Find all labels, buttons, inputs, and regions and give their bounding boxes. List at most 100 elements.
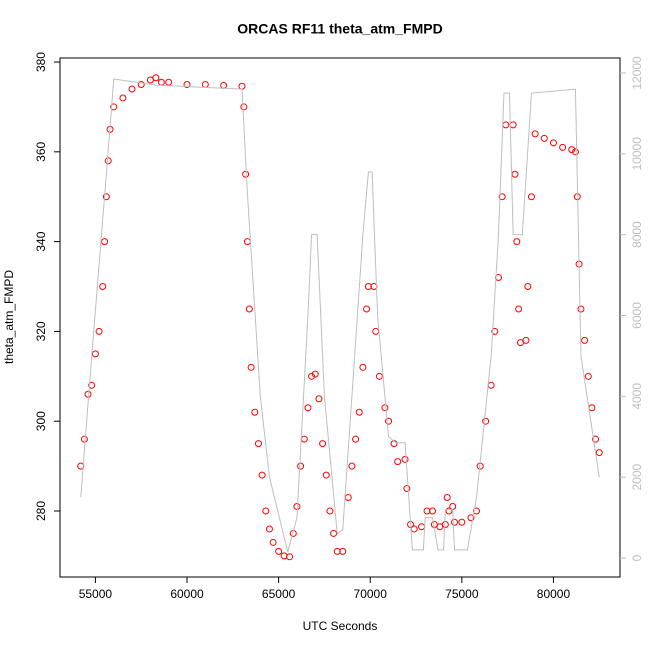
point bbox=[491, 327, 499, 335]
y-tick-label: 360 bbox=[34, 142, 48, 162]
point bbox=[355, 408, 363, 416]
point bbox=[95, 327, 103, 335]
y-axis-label: theta_atm_FMPD bbox=[2, 270, 16, 364]
x-tick-label: 75000 bbox=[445, 587, 479, 601]
plot-frame bbox=[59, 57, 621, 578]
point bbox=[88, 381, 96, 389]
point bbox=[102, 193, 110, 201]
point bbox=[128, 85, 136, 93]
point bbox=[522, 336, 530, 344]
point bbox=[381, 404, 389, 412]
point bbox=[262, 507, 270, 515]
point bbox=[157, 78, 165, 86]
point bbox=[443, 494, 451, 502]
point bbox=[101, 238, 109, 246]
point bbox=[592, 435, 600, 443]
point bbox=[77, 462, 85, 470]
y2-tick-label: 2000 bbox=[630, 463, 644, 490]
point bbox=[201, 80, 209, 88]
point bbox=[394, 458, 402, 466]
point bbox=[487, 381, 495, 389]
point bbox=[269, 538, 277, 546]
point bbox=[220, 81, 228, 89]
point bbox=[584, 372, 592, 380]
point bbox=[91, 350, 99, 358]
point bbox=[467, 514, 475, 522]
x-tick-label: 80000 bbox=[537, 587, 571, 601]
point bbox=[308, 372, 316, 380]
point bbox=[297, 462, 305, 470]
y2-tick-label: 0 bbox=[630, 554, 644, 561]
point bbox=[571, 148, 579, 156]
point bbox=[540, 134, 548, 142]
point bbox=[247, 363, 255, 371]
point bbox=[458, 518, 466, 526]
point bbox=[401, 455, 409, 463]
point bbox=[119, 94, 127, 102]
point bbox=[451, 518, 459, 526]
y2-tick-label: 8000 bbox=[630, 221, 644, 248]
point bbox=[482, 417, 490, 425]
point bbox=[559, 143, 567, 151]
point bbox=[595, 449, 603, 457]
point bbox=[588, 404, 596, 412]
point bbox=[286, 553, 294, 561]
point bbox=[333, 547, 341, 555]
point bbox=[410, 525, 418, 533]
point bbox=[364, 283, 372, 291]
point bbox=[359, 363, 367, 371]
y-tick-label: 380 bbox=[34, 52, 48, 72]
point bbox=[375, 372, 383, 380]
point bbox=[513, 238, 521, 246]
point bbox=[258, 471, 266, 479]
point bbox=[251, 408, 259, 416]
point bbox=[243, 238, 251, 246]
x-tick-label: 60000 bbox=[170, 587, 204, 601]
point bbox=[152, 74, 160, 82]
point bbox=[348, 462, 356, 470]
point bbox=[445, 507, 453, 515]
y2-tick-label: 6000 bbox=[630, 302, 644, 329]
point bbox=[403, 485, 411, 493]
point bbox=[330, 529, 338, 537]
point bbox=[352, 435, 360, 443]
point bbox=[581, 336, 589, 344]
point bbox=[509, 121, 517, 129]
point bbox=[304, 404, 312, 412]
point bbox=[577, 305, 585, 313]
point bbox=[104, 157, 112, 165]
point bbox=[315, 395, 323, 403]
point bbox=[418, 523, 426, 531]
point bbox=[511, 170, 519, 178]
x-tick-label: 65000 bbox=[262, 587, 296, 601]
point bbox=[524, 283, 532, 291]
point bbox=[515, 305, 523, 313]
point bbox=[275, 547, 283, 555]
point bbox=[110, 103, 118, 111]
point bbox=[527, 193, 535, 201]
point bbox=[363, 305, 371, 313]
point bbox=[137, 80, 145, 88]
point bbox=[238, 82, 246, 90]
point bbox=[473, 507, 481, 515]
point bbox=[84, 390, 92, 398]
y-tick-label: 280 bbox=[34, 501, 48, 521]
point bbox=[280, 552, 288, 560]
point bbox=[240, 103, 248, 111]
point bbox=[498, 193, 506, 201]
y-tick-label: 320 bbox=[34, 321, 48, 341]
point bbox=[311, 370, 319, 378]
y-tick-label: 340 bbox=[34, 231, 48, 251]
point bbox=[429, 507, 437, 515]
point bbox=[423, 507, 431, 515]
point bbox=[326, 507, 334, 515]
point bbox=[568, 146, 576, 154]
point bbox=[322, 471, 330, 479]
point bbox=[441, 520, 449, 528]
point bbox=[242, 170, 250, 178]
y2-tick-label: 10000 bbox=[630, 137, 644, 171]
point bbox=[502, 121, 510, 129]
y2-tick-label: 4000 bbox=[630, 383, 644, 410]
point bbox=[265, 525, 273, 533]
